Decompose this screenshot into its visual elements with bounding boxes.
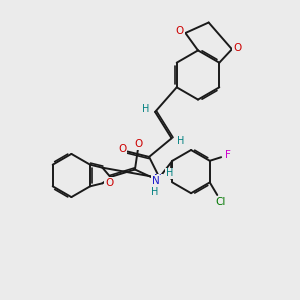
Text: N: N [152,176,160,186]
Text: Cl: Cl [215,197,225,207]
Text: N: N [154,174,162,184]
Text: F: F [225,150,231,161]
Text: O: O [176,26,184,37]
Text: O: O [118,144,126,154]
Text: O: O [105,178,113,188]
Text: O: O [134,139,143,149]
Text: O: O [233,43,242,53]
Text: H: H [152,187,159,197]
Text: H: H [177,136,184,146]
Text: H: H [142,104,150,114]
Text: H: H [166,168,173,178]
